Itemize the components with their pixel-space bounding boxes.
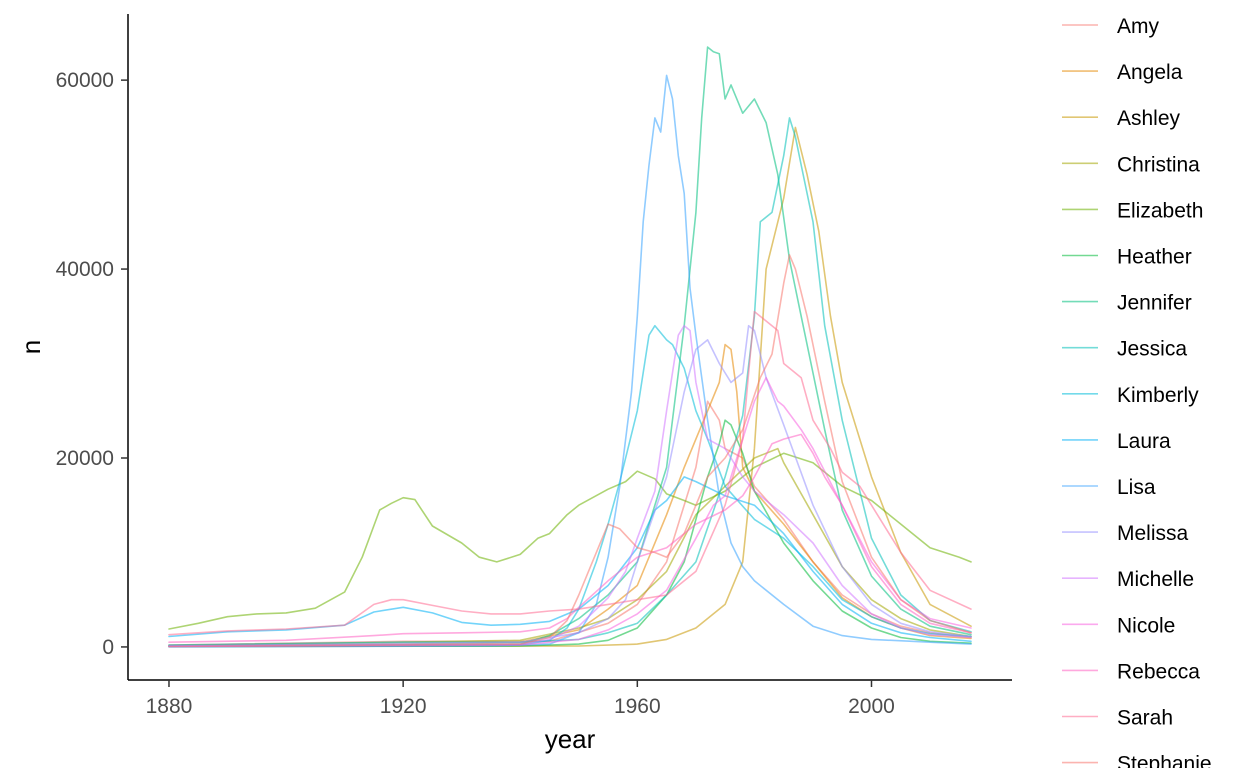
legend-label-laura: Laura [1117,430,1171,453]
y-tick-label: 60000 [56,69,114,92]
series-line-angela [168,343,972,647]
series-line-nicole [168,376,972,648]
x-axis-ticks: 1880 1920 1960 2000 [146,680,895,718]
y-tick-label: 20000 [56,447,114,470]
plot-area [168,46,972,648]
x-tick-label: 1880 [146,695,193,718]
legend-label-jennifer: Jennifer [1117,292,1192,315]
series-line-jessica [168,117,972,646]
x-tick-label: 2000 [848,695,895,718]
x-tick-label: 1920 [380,695,427,718]
legend-label-christina: Christina [1117,153,1200,176]
legend-label-michelle: Michelle [1117,568,1194,591]
legend-label-jessica: Jessica [1117,338,1187,361]
y-axis-title: n [16,340,46,354]
legend-label-nicole: Nicole [1117,614,1175,637]
x-axis-title: year [545,724,596,754]
legend-label-lisa: Lisa [1117,476,1156,499]
series-line-melissa [168,324,972,647]
series-line-jennifer [168,46,972,647]
y-tick-label: 40000 [56,258,114,281]
legend-label-amy: Amy [1117,15,1160,38]
legend-label-melissa: Melissa [1117,522,1189,545]
x-tick-label: 1960 [614,695,661,718]
axes [127,14,1012,681]
legend-label-rebecca: Rebecca [1117,660,1200,683]
y-axis-ticks: 0 20000 40000 60000 [56,69,128,659]
series-line-heather [168,419,972,648]
series-line-sarah [168,310,972,636]
legend-label-stephanie: Stephanie [1117,753,1212,768]
legend-label-sarah: Sarah [1117,707,1173,730]
legend-label-ashley: Ashley [1117,107,1181,130]
series-line-kimberly [168,324,972,647]
series-line-elizabeth [168,452,972,630]
legend: Amy Angela Ashley Christina Elizabeth Heather… [1062,15,1212,768]
series-line-michelle [168,324,972,647]
legend-label-kimberly: Kimberly [1117,384,1199,407]
y-tick-label: 0 [102,636,114,659]
legend-label-elizabeth: Elizabeth [1117,199,1203,222]
legend-label-heather: Heather [1117,246,1192,269]
series-line-rebecca [168,433,972,643]
series-line-lisa [168,74,972,648]
legend-label-angela: Angela [1117,61,1183,84]
series-line-stephanie [168,254,972,648]
series-line-ashley [168,126,972,648]
